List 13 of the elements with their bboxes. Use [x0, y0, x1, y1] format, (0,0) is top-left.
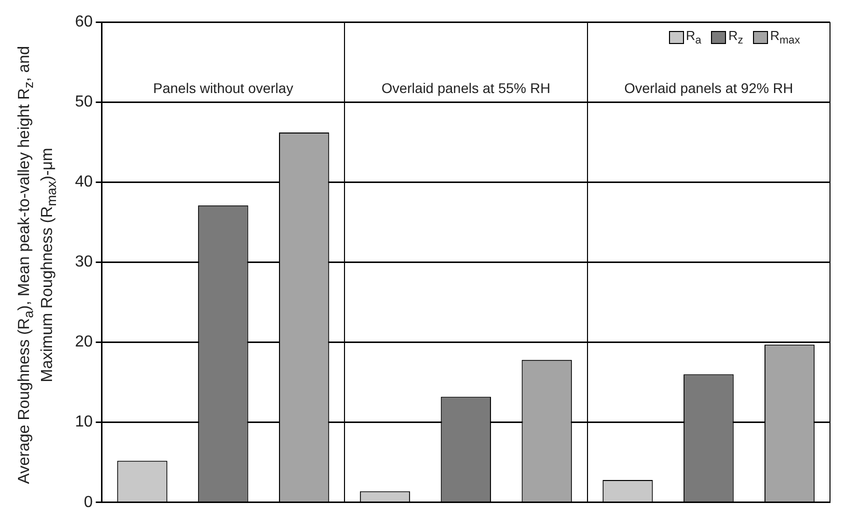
y-tick-label: 50 — [75, 93, 93, 110]
legend-label: R$_{a}$ — [686, 28, 702, 47]
y-tick-label: 60 — [75, 13, 93, 30]
x-tick-label: Overlaid panels at 55% RH — [381, 80, 550, 96]
y-tick-label: 20 — [75, 334, 93, 351]
y-tick-label: 10 — [75, 414, 93, 431]
y-tick-label: 40 — [75, 174, 93, 191]
x-tick-label: Panels without overlay — [153, 80, 294, 96]
y-tick-label: 0 — [84, 494, 93, 511]
legend-label: R$_{max}$ — [770, 28, 800, 47]
legend-label: R$_{z}$ — [728, 28, 744, 47]
y-tick-label: 30 — [75, 254, 93, 271]
x-tick-label: Overlaid panels at 92% RH — [624, 80, 794, 96]
